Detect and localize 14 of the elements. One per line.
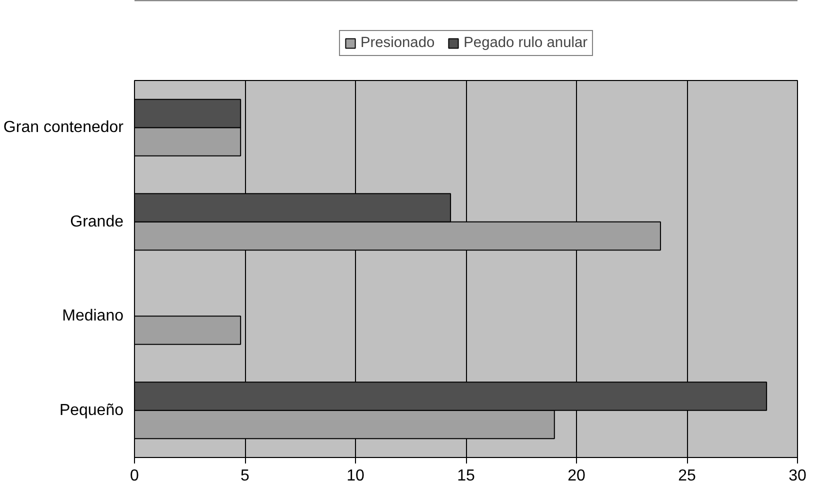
x-tick-label: 10 — [346, 468, 364, 483]
x-tick-label: 25 — [678, 468, 696, 483]
x-tick-label: 20 — [568, 468, 586, 483]
x-tick-label: 5 — [240, 468, 250, 483]
legend-label: Presionado — [360, 35, 435, 51]
y-tick-label: Pequeño — [59, 402, 124, 419]
x-tick-label: 0 — [130, 468, 140, 483]
legend-label: Pegado rulo anular — [464, 35, 588, 51]
x-tick-label: 30 — [788, 468, 806, 483]
y-tick-label: Mediano — [62, 308, 124, 325]
x-tick-label: 15 — [457, 468, 475, 483]
bar — [134, 316, 242, 345]
y-tick-label: Grande — [70, 213, 124, 230]
y-tick-label: Gran contenedor — [3, 119, 124, 136]
